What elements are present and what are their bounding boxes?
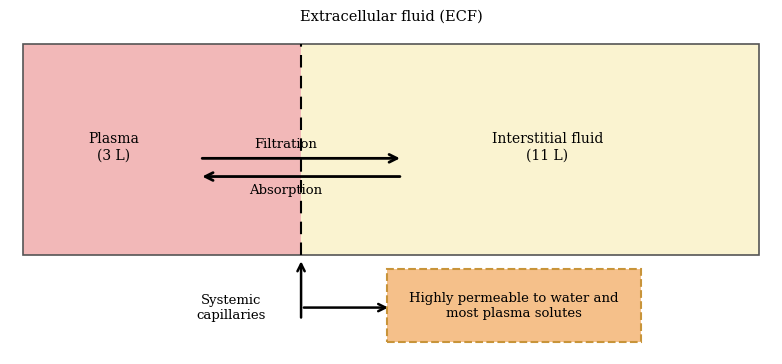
Bar xyxy=(23,44,301,255)
Bar xyxy=(301,44,759,255)
Text: Extracellular fluid (ECF): Extracellular fluid (ECF) xyxy=(300,10,482,24)
Text: Filtration: Filtration xyxy=(254,138,317,151)
Text: Absorption: Absorption xyxy=(249,184,322,197)
Text: Highly permeable to water and
most plasma solutes: Highly permeable to water and most plasm… xyxy=(410,292,619,320)
Bar xyxy=(23,44,759,255)
Text: Plasma
(3 L): Plasma (3 L) xyxy=(88,132,139,162)
Text: Systemic
capillaries: Systemic capillaries xyxy=(196,294,265,321)
Text: Interstitial fluid
(11 L): Interstitial fluid (11 L) xyxy=(492,132,603,162)
Bar xyxy=(387,269,641,342)
